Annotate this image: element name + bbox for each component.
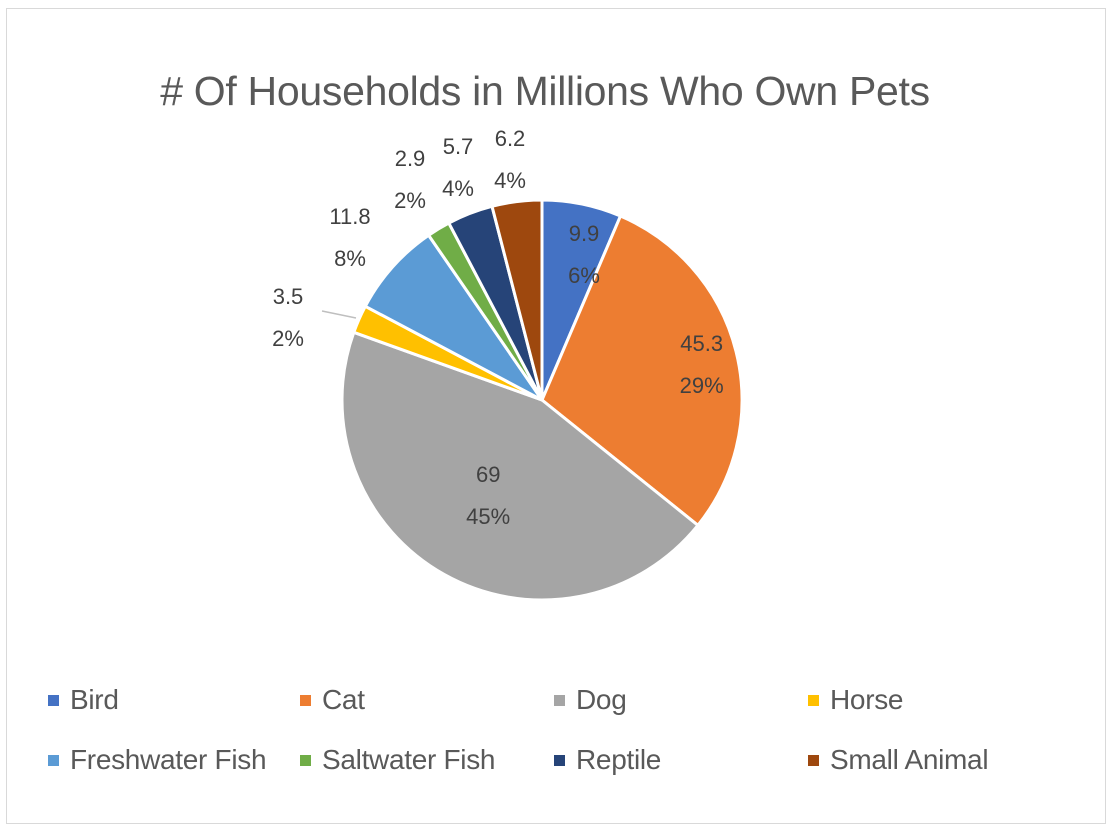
- pie-slice-cat[interactable]: [540, 214, 744, 527]
- data-label-value-horse: 3.5: [273, 284, 304, 309]
- legend-label-dog: Dog: [576, 684, 627, 715]
- data-label-value-freshwater-fish: 11.8: [329, 204, 370, 229]
- legend-label-cat: Cat: [322, 684, 365, 715]
- data-label-percent-saltwater-fish: 2%: [394, 188, 426, 213]
- legend-label-bird: Bird: [70, 684, 119, 715]
- data-label-percent-reptile: 4%: [442, 176, 474, 201]
- legend-item-saltwater-fish[interactable]: Saltwater Fish: [300, 744, 496, 776]
- data-label-percent-freshwater-fish: 8%: [334, 246, 366, 271]
- leader-lines: [321, 310, 357, 319]
- data-label-percent-small-animal: 4%: [494, 168, 526, 193]
- legend-item-cat[interactable]: Cat: [300, 684, 365, 716]
- data-labels: 9.9 6% 45.3 29% 69 45% 3.5 2% 11.8 8% 2.9 2% 5.7 4% 6.…: [272, 126, 724, 529]
- leader-line-horse: [321, 310, 357, 319]
- pie-slice-small-animal[interactable]: [490, 198, 544, 402]
- pie-slice-dog[interactable]: [340, 330, 700, 602]
- legend-swatch-dog: [554, 694, 565, 706]
- pie-slice-freshwater-fish[interactable]: [363, 233, 544, 402]
- legend-swatch-saltwater-fish: [300, 754, 311, 766]
- legend-label-horse: Horse: [830, 684, 904, 715]
- data-label-value-reptile: 5.7: [443, 134, 474, 159]
- legend-label-small-animal: Small Animal: [830, 744, 989, 775]
- legend-swatch-cat: [300, 694, 311, 706]
- data-label-percent-cat: 29%: [680, 373, 724, 398]
- legend-item-horse[interactable]: Horse: [808, 684, 904, 716]
- legend-item-bird[interactable]: Bird: [48, 684, 119, 716]
- legend-swatch-horse: [808, 694, 819, 706]
- legend-item-freshwater-fish[interactable]: Freshwater Fish: [48, 744, 267, 776]
- data-label-percent-bird: 6%: [568, 263, 600, 288]
- legend-swatch-reptile: [554, 754, 565, 766]
- data-label-value-dog: 69: [476, 462, 500, 487]
- data-label-value-saltwater-fish: 2.9: [395, 146, 426, 171]
- data-label-value-small-animal: 6.2: [495, 126, 526, 151]
- legend-item-reptile[interactable]: Reptile: [554, 744, 661, 776]
- legend-label-freshwater-fish: Freshwater Fish: [70, 744, 267, 775]
- legend-swatch-bird: [48, 694, 59, 706]
- legend-item-small-animal[interactable]: Small Animal: [808, 744, 989, 776]
- legend-item-dog[interactable]: Dog: [554, 684, 627, 716]
- data-label-value-cat: 45.3: [680, 331, 723, 356]
- data-label-percent-dog: 45%: [466, 504, 510, 529]
- legend-swatch-freshwater-fish: [48, 754, 59, 766]
- data-label-percent-horse: 2%: [272, 326, 304, 351]
- legend-swatch-small-animal: [808, 754, 819, 766]
- legend-label-saltwater-fish: Saltwater Fish: [322, 744, 496, 775]
- chart-legend: Bird Cat Dog Horse Freshwater Fish Saltwater …: [48, 684, 1048, 794]
- pie-slices: [340, 198, 744, 602]
- legend-label-reptile: Reptile: [576, 744, 662, 775]
- data-label-value-bird: 9.9: [569, 221, 600, 246]
- chart-title: # Of Households in Millions Who Own Pets: [160, 68, 930, 114]
